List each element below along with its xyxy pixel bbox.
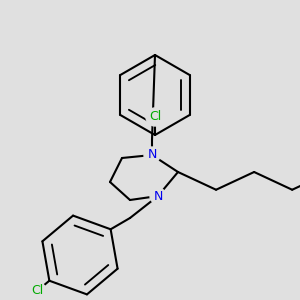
Circle shape [146, 108, 164, 126]
Text: Cl: Cl [149, 110, 161, 124]
Text: N: N [153, 190, 163, 202]
Circle shape [28, 282, 46, 300]
Text: N: N [147, 148, 157, 161]
Circle shape [150, 188, 166, 204]
Circle shape [144, 147, 160, 163]
Text: Cl: Cl [31, 284, 43, 298]
